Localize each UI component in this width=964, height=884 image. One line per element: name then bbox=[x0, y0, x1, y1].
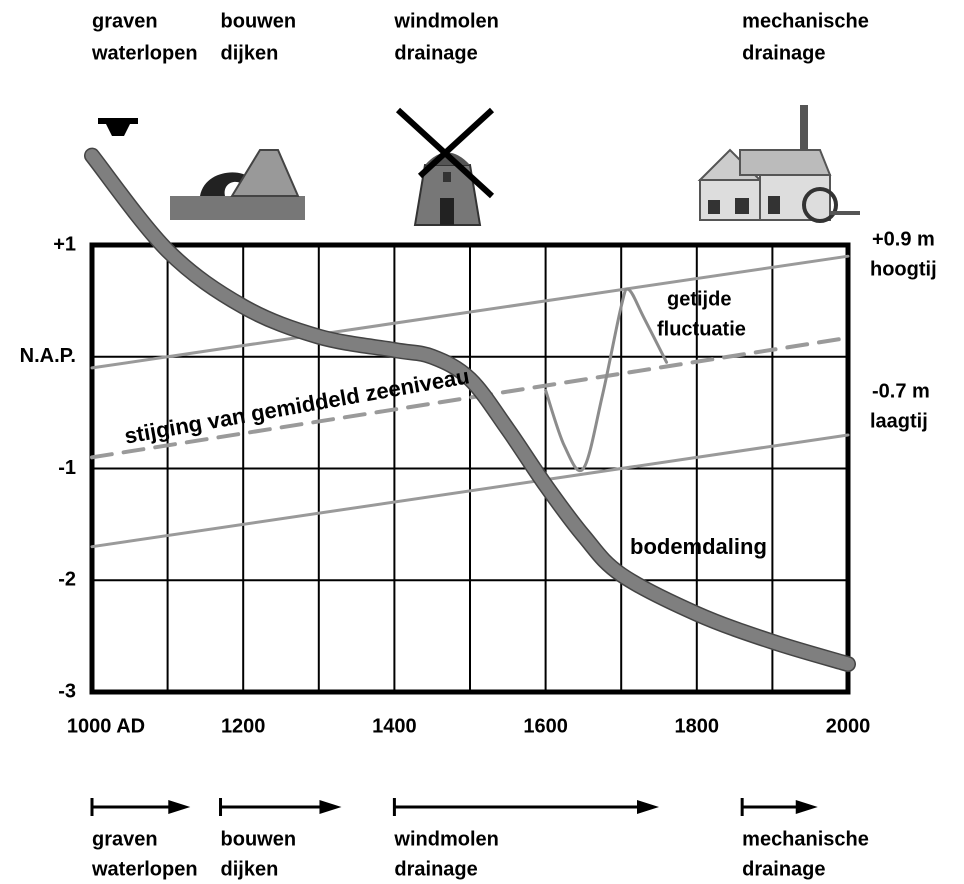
annotation: +0.9 m bbox=[872, 228, 935, 250]
period-arrowhead bbox=[795, 800, 818, 814]
annotation: hoogtij bbox=[870, 258, 937, 280]
mill-building-icon bbox=[697, 105, 860, 223]
annotation: laagtij bbox=[870, 410, 928, 432]
series-line bbox=[90, 335, 850, 460]
period-label: waterlopen bbox=[91, 858, 198, 880]
period-label: drainage bbox=[394, 42, 477, 64]
x-tick-label: 1600 bbox=[523, 715, 568, 737]
period-arrowhead bbox=[168, 800, 191, 814]
period-label: drainage bbox=[394, 858, 477, 880]
y-tick-label: -1 bbox=[58, 457, 76, 479]
annotation: -0.7 m bbox=[872, 380, 930, 402]
x-tick-label: 2000 bbox=[826, 715, 871, 737]
dike-icon bbox=[170, 149, 305, 220]
x-tick-label: 1800 bbox=[675, 715, 720, 737]
period-label: windmolen bbox=[393, 828, 498, 850]
period-label: mechanische bbox=[742, 10, 869, 32]
period-label: windmolen bbox=[393, 10, 498, 32]
annotation: getijde bbox=[667, 288, 731, 310]
y-tick-label: -2 bbox=[58, 569, 76, 591]
period-label: mechanische bbox=[742, 828, 869, 850]
period-label: graven bbox=[92, 10, 158, 32]
annotation: fluctuatie bbox=[657, 318, 746, 340]
period-label: drainage bbox=[742, 42, 825, 64]
ditch-icon bbox=[98, 118, 138, 136]
annotation: bodemdaling bbox=[630, 534, 767, 559]
period-label: bouwen bbox=[221, 828, 297, 850]
period-label: waterlopen bbox=[91, 42, 198, 64]
x-tick-label: 1000 AD bbox=[67, 715, 145, 737]
period-label: drainage bbox=[742, 858, 825, 880]
y-tick-label: -3 bbox=[58, 680, 76, 702]
plot-frame bbox=[89, 242, 851, 695]
period-arrowhead bbox=[637, 800, 659, 814]
period-label: dijken bbox=[221, 858, 279, 880]
period-label: dijken bbox=[221, 42, 279, 64]
x-tick-label: 1200 bbox=[221, 715, 266, 737]
series-line bbox=[85, 149, 855, 671]
windmill-icon bbox=[395, 107, 495, 226]
period-arrowhead bbox=[319, 800, 342, 814]
x-tick-label: 1400 bbox=[372, 715, 417, 737]
y-tick-label: +1 bbox=[53, 233, 76, 255]
period-label: graven bbox=[92, 828, 158, 850]
y-tick-label: N.A.P. bbox=[20, 345, 76, 367]
series-line bbox=[90, 433, 850, 549]
period-label: bouwen bbox=[221, 10, 297, 32]
series-line bbox=[90, 254, 850, 370]
series-line bbox=[544, 287, 669, 472]
